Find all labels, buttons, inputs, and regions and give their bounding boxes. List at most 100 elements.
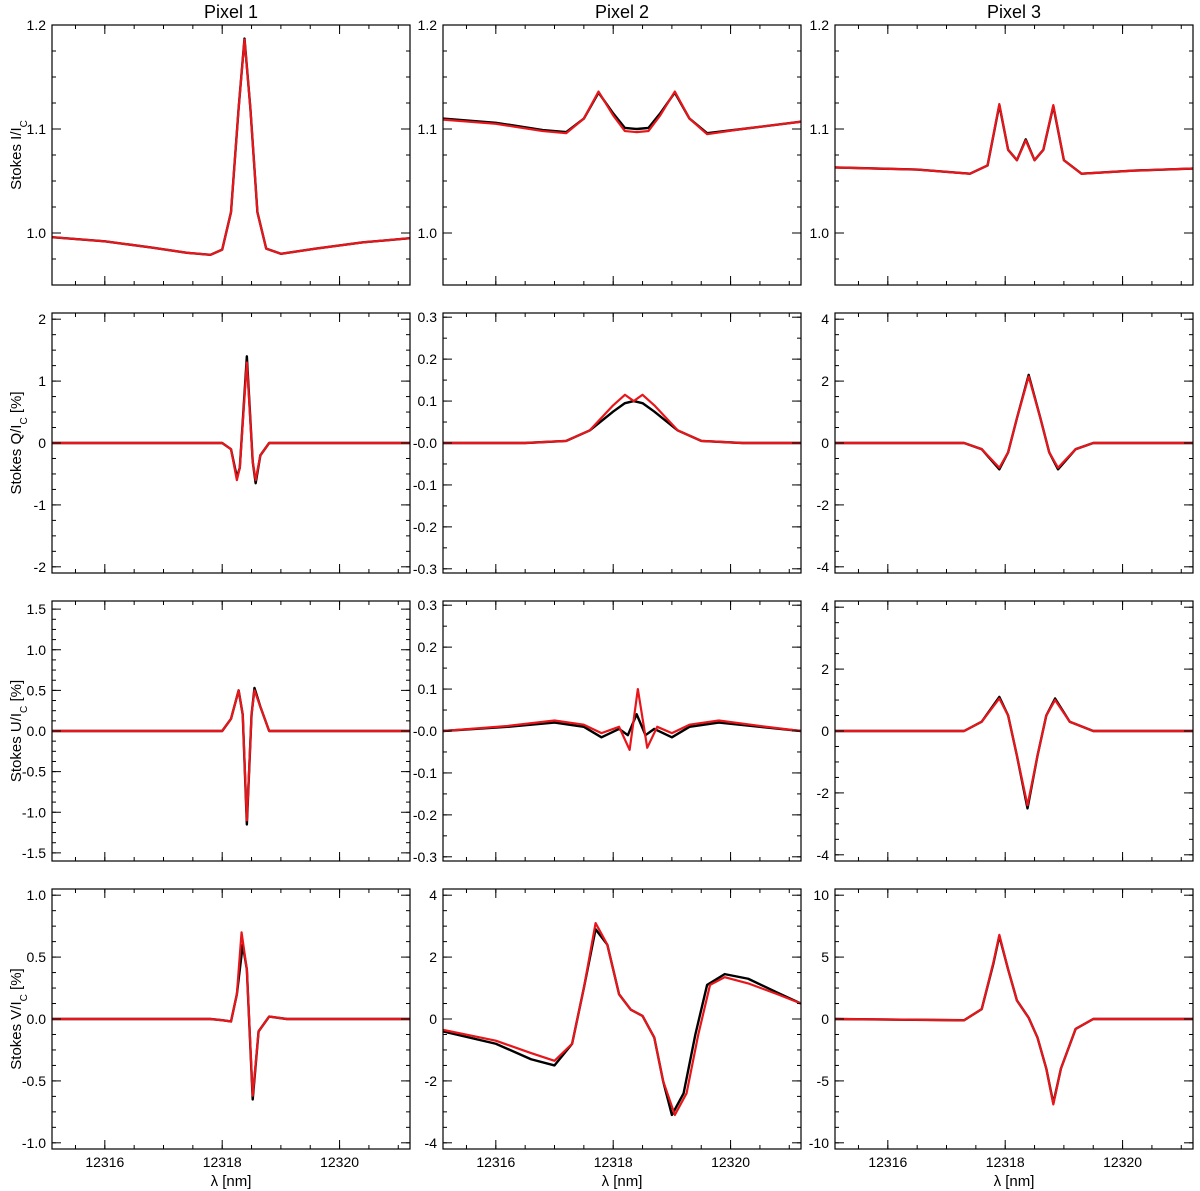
series-fit-line [835, 933, 1193, 1106]
y-tick-label: -4 [425, 1135, 438, 1151]
series-observed-line [835, 695, 1193, 810]
ylabel-row-2: Stokes Q/IC [%] [8, 391, 30, 494]
ylabel-suffix: [%] [8, 391, 25, 417]
y-tick-label: 5 [821, 949, 829, 965]
ylabel-subscript: C [19, 706, 30, 713]
y-tick-label: -2 [817, 497, 830, 513]
series-observed-line [835, 373, 1193, 471]
series-fit-line [52, 38, 410, 256]
y-tick-label: -0.2 [413, 519, 437, 535]
y-tick-label: 2 [821, 661, 829, 677]
y-tick-label: 4 [821, 599, 829, 615]
y-tick-label: -0.3 [413, 561, 437, 577]
x-tick-label: 12320 [711, 1154, 750, 1170]
xlabel-col-3: λ [nm] [994, 1173, 1035, 1190]
y-tick-label: 1.0 [27, 887, 47, 903]
x-tick-label: 12320 [320, 1154, 359, 1170]
y-tick-label: 0 [429, 1011, 437, 1027]
x-tick-label: 12316 [476, 1154, 515, 1170]
y-tick-label: -4 [817, 847, 830, 863]
ylabel-suffix: [%] [8, 968, 25, 994]
panel-r3-c1: -1.5 -1.0 -0.5 0.0 0.5 1.0 1.5 [22, 600, 411, 862]
y-tick-label: 0.5 [27, 682, 47, 698]
y-tick-label: -0.5 [22, 1073, 46, 1089]
panel-r2-c2: -0.3 -0.2 -0.1 -0.0 0.1 0.2 0.3 [413, 309, 802, 577]
y-tick-label: -0.5 [22, 764, 46, 780]
y-tick-label: -4 [817, 559, 830, 575]
panel-frame [51, 24, 411, 286]
column-xlabels: λ [nm] λ [nm] λ [nm] [211, 1173, 1035, 1190]
panel-r1-c2: 1.0 1.1 1.2 [418, 17, 802, 286]
panel-r2-c1: -2 -1 0 1 2 [34, 311, 411, 575]
y-tick-label: 1.2 [27, 17, 47, 33]
y-tick-label: -0.1 [413, 765, 437, 781]
ylabel-subscript: C [19, 417, 30, 424]
y-tick-label: 1.2 [810, 17, 830, 33]
y-tick-label: 0.5 [27, 949, 47, 965]
ylabel-main: Stokes V/I [8, 1001, 25, 1069]
y-tick-label: 1.2 [418, 17, 438, 33]
y-tick-label: -2 [817, 785, 830, 801]
series-fit-line [443, 90, 801, 136]
series-fit-line [835, 697, 1193, 807]
series-observed-line [835, 103, 1193, 175]
ylabel-row-3: Stokes U/IC [%] [8, 680, 30, 782]
series-fit-line [443, 687, 801, 751]
series-observed-line [443, 713, 801, 739]
y-tick-label: 4 [429, 887, 437, 903]
y-tick-label: 0.3 [418, 597, 438, 613]
y-tick-label: 1.1 [27, 121, 47, 137]
y-tick-label: -2 [425, 1073, 438, 1089]
panel-r4-c1: 12316 12318 12320 -1.0 -0.5 0.0 0.5 1.0 [22, 887, 411, 1170]
y-tick-label: 0.2 [418, 351, 438, 367]
x-tick-label: 12316 [85, 1154, 124, 1170]
y-tick-label: 0.1 [418, 681, 438, 697]
series-observed-line [443, 399, 801, 445]
ylabel-main: Stokes U/I [8, 713, 25, 782]
y-tick-label: 1.0 [27, 642, 47, 658]
y-tick-label: 2 [429, 949, 437, 965]
y-tick-label: 1.5 [27, 601, 47, 617]
x-tick-label: 12318 [203, 1154, 242, 1170]
y-tick-label: 10 [813, 887, 829, 903]
y-tick-label: 1.1 [810, 121, 830, 137]
series-fit-line [52, 361, 410, 482]
series-observed-line [52, 37, 410, 257]
column-title-pixel-3: Pixel 3 [987, 2, 1041, 22]
y-tick-label: -5 [817, 1073, 830, 1089]
y-tick-label: 2 [821, 373, 829, 389]
y-tick-label: -10 [809, 1135, 829, 1151]
y-tick-label: 0.0 [27, 1011, 47, 1027]
column-titles: Pixel 1 Pixel 2 Pixel 3 [204, 2, 1041, 22]
y-tick-label: 1 [38, 373, 46, 389]
y-tick-label: -0.0 [413, 723, 437, 739]
series-observed-line [52, 686, 410, 826]
series-fit-line [52, 689, 410, 822]
y-tick-label: -1.0 [22, 804, 46, 820]
x-tick-label: 12318 [986, 1154, 1025, 1170]
y-tick-label: 2 [38, 311, 46, 327]
y-tick-label: -2 [34, 559, 47, 575]
y-tick-label: -1.0 [22, 1135, 46, 1151]
y-tick-label: -1.5 [22, 845, 46, 861]
y-tick-label: 1.0 [418, 225, 438, 241]
panel-r1-c3: 1.0 1.1 1.2 [810, 17, 1194, 286]
x-tick-label: 12316 [868, 1154, 907, 1170]
ylabel-main: Stokes I/I [8, 127, 25, 190]
y-tick-label: 0 [38, 435, 46, 451]
y-tick-label: -0.3 [413, 849, 437, 865]
y-tick-label: 0.3 [418, 309, 438, 325]
x-tick-label: 12320 [1103, 1154, 1142, 1170]
series-fit-line [835, 375, 1193, 469]
series-fit-line [443, 921, 801, 1117]
panel-r3-c2: -0.3 -0.2 -0.1 -0.0 0.1 0.2 0.3 [413, 597, 802, 865]
panel-r4-c3: 12316 12318 12320 -10 -5 0 5 10 [809, 887, 1194, 1170]
y-tick-label: 0 [821, 1011, 829, 1027]
y-tick-label: 0.0 [27, 723, 47, 739]
ylabel-main: Stokes Q/I [8, 425, 25, 495]
panel-frame [442, 888, 802, 1150]
ylabel-row-1: Stokes I/IC [8, 120, 30, 190]
y-tick-label: 1.0 [810, 225, 830, 241]
panel-r4-c2: 12316 12318 12320 -4 -2 0 2 4 [425, 887, 802, 1170]
